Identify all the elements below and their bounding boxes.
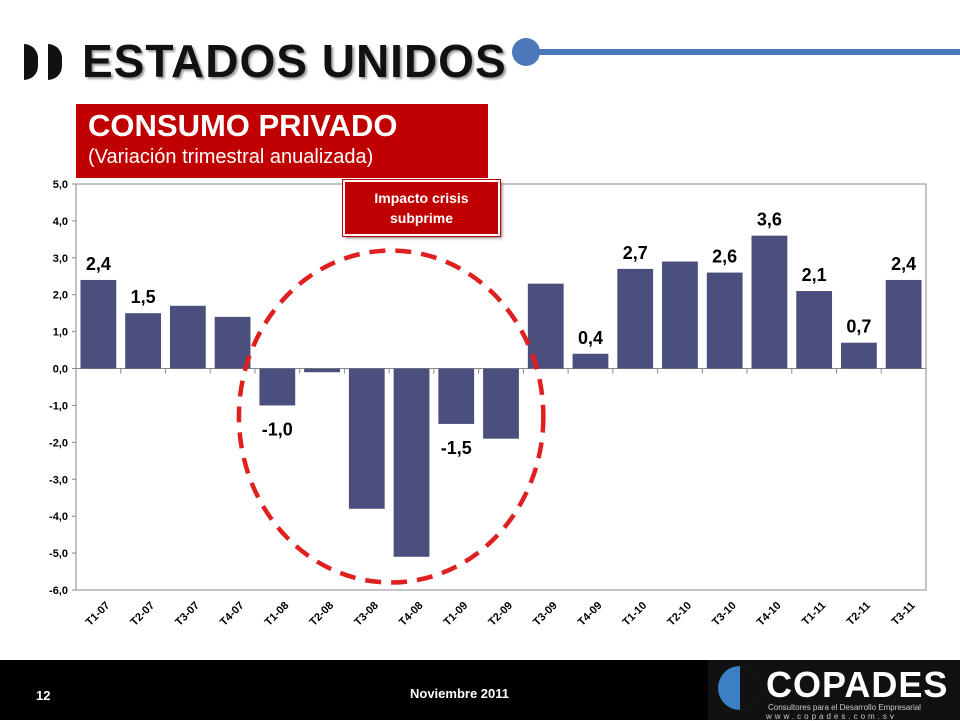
bar xyxy=(214,316,251,369)
y-tick-label: -4,0 xyxy=(49,511,68,523)
bar xyxy=(751,235,788,369)
y-tick-label: 5,0 xyxy=(53,179,68,191)
bar xyxy=(80,279,117,369)
x-tick-label: T3-10 xyxy=(710,600,739,629)
callout-line-1: Impacto crisis xyxy=(374,190,469,206)
data-label: 1,5 xyxy=(131,287,156,307)
x-tick-label: T1-11 xyxy=(800,600,828,628)
x-tick-label: T4-07 xyxy=(218,600,247,629)
data-label: 2,4 xyxy=(86,254,111,274)
bar xyxy=(125,313,161,369)
data-label: 2,7 xyxy=(623,243,648,263)
bar xyxy=(169,305,206,369)
y-tick-label: -6,0 xyxy=(49,585,68,597)
x-tick-label: T2-09 xyxy=(486,600,515,629)
bar xyxy=(572,353,609,369)
x-tick-label: T1-07 xyxy=(84,600,113,629)
y-tick-label: 2,0 xyxy=(53,290,68,302)
data-label: -1,0 xyxy=(262,419,293,439)
bar xyxy=(438,368,475,424)
y-tick-label: 0,0 xyxy=(53,364,68,376)
y-tick-label: 3,0 xyxy=(53,253,68,265)
data-label: 3,6 xyxy=(757,210,782,230)
data-label: 0,4 xyxy=(578,328,603,348)
bar xyxy=(483,368,519,439)
x-tick-label: T3-08 xyxy=(352,600,381,629)
bar xyxy=(304,368,340,373)
bar xyxy=(259,368,296,406)
x-tick-label: T4-10 xyxy=(755,600,784,629)
logo-mark-icon xyxy=(718,666,762,710)
bar xyxy=(617,268,654,369)
accent-rule xyxy=(538,49,960,55)
callout-line-2: subprime xyxy=(389,210,453,226)
bar xyxy=(706,272,743,369)
y-tick-label: 4,0 xyxy=(53,216,68,228)
page-number: 12 xyxy=(36,688,51,703)
y-tick-label: -5,0 xyxy=(49,548,68,560)
crisis-highlight-ellipse xyxy=(236,248,546,585)
x-tick-label: T2-10 xyxy=(665,600,694,629)
copades-logo: COPADES Consultores para el Desarrollo E… xyxy=(708,660,960,721)
bar xyxy=(796,291,833,369)
chart-title-panel: CONSUMO PRIVADO (Variación trimestral an… xyxy=(76,104,488,178)
chevron-icon xyxy=(24,44,38,80)
x-tick-label: T1-09 xyxy=(442,600,471,629)
logo-url: www.copades.com.sv xyxy=(766,712,897,721)
data-label: 0,7 xyxy=(846,317,871,337)
x-tick-label: T3-07 xyxy=(173,600,202,629)
bar-chart: 5,0 4,0 3,0 2,0 1,0 0,0 -1,0 -2,0 -3,0 -4,0 -5,0 -6… xyxy=(49,179,927,629)
logo-wordmark: COPADES xyxy=(766,664,949,705)
data-label: 2,1 xyxy=(802,265,827,285)
y-tick-label: -2,0 xyxy=(49,437,68,449)
data-label: -1,5 xyxy=(441,438,472,458)
chart-title: CONSUMO PRIVADO xyxy=(88,108,398,143)
slide-footer: 12 Noviembre 2011 COPADES Consultores pa… xyxy=(0,660,960,721)
chart-subtitle: (Variación trimestral anualizada) xyxy=(88,146,374,168)
bar xyxy=(662,261,698,369)
slide-title: ESTADOS UNIDOS xyxy=(82,35,507,87)
bar xyxy=(885,279,922,369)
x-tick-label: T2-11 xyxy=(845,600,873,628)
y-tick-label: -3,0 xyxy=(49,474,68,486)
crisis-callout: Impacto crisis subprime xyxy=(343,180,500,236)
x-tick-label: T2-07 xyxy=(128,600,157,629)
bar xyxy=(348,368,385,509)
bar xyxy=(393,368,430,557)
y-tick-label: -1,0 xyxy=(49,400,68,412)
footer-date: Noviembre 2011 xyxy=(410,686,510,701)
x-tick-label: T3-11 xyxy=(889,600,917,628)
accent-dot xyxy=(512,38,540,66)
x-tick-label: T2-08 xyxy=(307,600,336,629)
x-tick-label: T4-09 xyxy=(576,600,605,629)
x-tick-label: T4-08 xyxy=(397,600,426,629)
bar xyxy=(841,342,877,369)
x-tick-label: T3-09 xyxy=(531,600,560,629)
data-label: 2,6 xyxy=(712,247,737,267)
logo-tagline: Consultores para el Desarrollo Empresari… xyxy=(768,703,921,712)
slide-header: ESTADOS UNIDOS xyxy=(0,0,960,100)
x-tick-label: T1-08 xyxy=(263,600,292,629)
x-tick-label: T1-10 xyxy=(621,600,650,629)
data-label: 2,4 xyxy=(891,254,916,274)
chevron-icon xyxy=(48,44,62,80)
y-tick-label: 1,0 xyxy=(53,327,68,339)
